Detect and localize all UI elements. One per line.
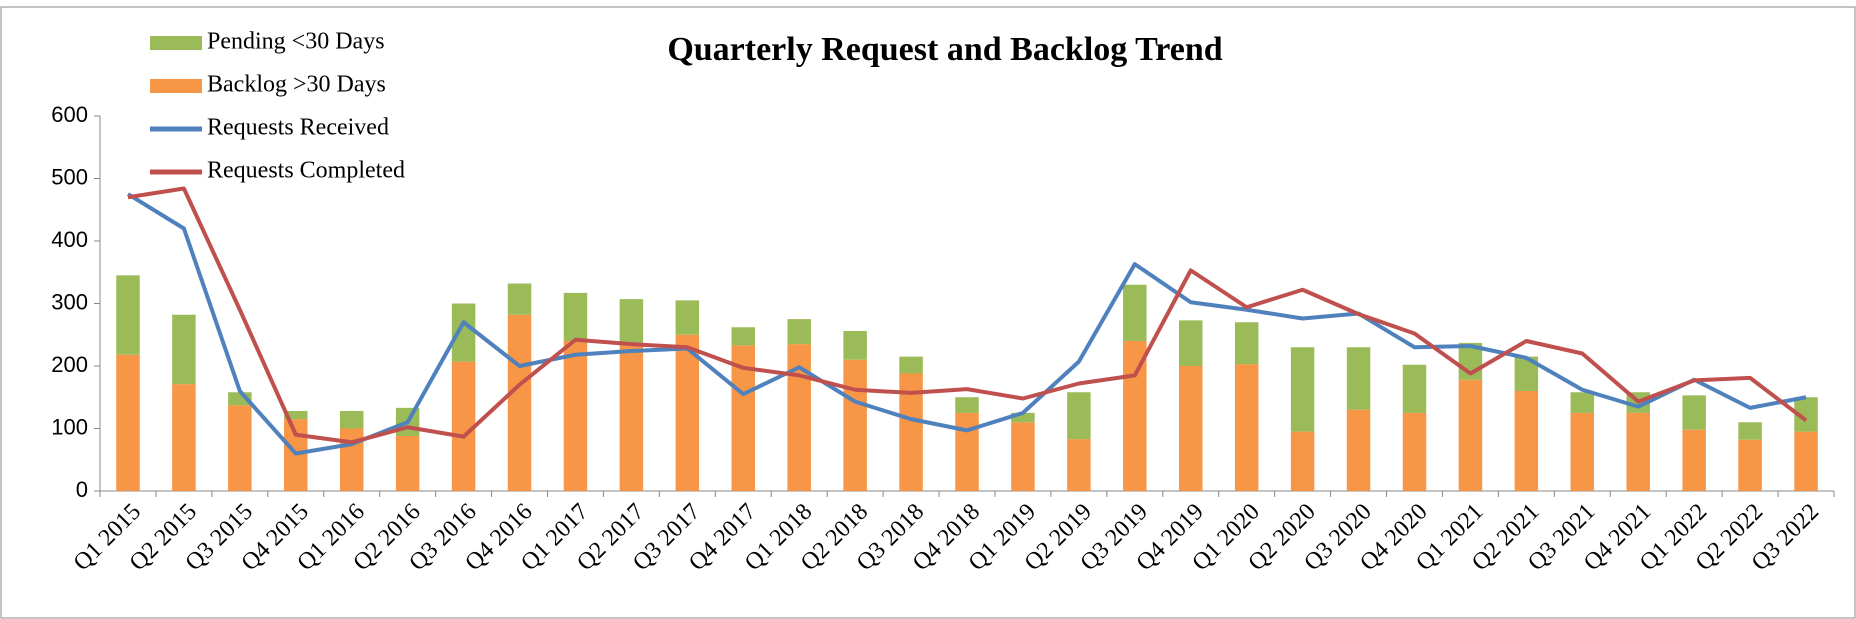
chart-border [0, 6, 1856, 619]
bar [843, 331, 867, 360]
bar [1290, 347, 1315, 432]
bar [563, 341, 588, 491]
bar [228, 405, 252, 491]
bar [1346, 409, 1371, 491]
bar [1682, 395, 1706, 430]
bar [1514, 356, 1539, 391]
bar [843, 359, 867, 491]
bar [955, 412, 979, 491]
legend-swatch [150, 36, 202, 50]
bar [116, 275, 140, 355]
line [126, 192, 1807, 456]
y-tick-label: 200 [51, 352, 88, 377]
bar [675, 300, 700, 335]
bar [451, 303, 476, 362]
bar [339, 411, 364, 429]
bar [899, 373, 923, 491]
bar [787, 319, 811, 345]
bar [1626, 412, 1650, 491]
bar [116, 354, 140, 491]
y-tick-label: 600 [51, 102, 88, 127]
bar [1570, 392, 1595, 413]
bar [619, 344, 644, 491]
bar [563, 292, 588, 341]
bar [1570, 412, 1595, 491]
bar [1738, 422, 1762, 440]
legend-label: Pending <30 Days [207, 29, 385, 55]
bar [675, 334, 700, 491]
bar [1178, 366, 1203, 491]
bar [1738, 439, 1762, 491]
bar [1794, 431, 1818, 491]
bar [731, 345, 756, 491]
bar [1178, 320, 1203, 366]
bar [284, 411, 308, 420]
bar [619, 299, 644, 345]
bar [1402, 412, 1427, 491]
bar [1682, 429, 1706, 491]
chart-title: Quarterly Request and Backlog Trend [667, 31, 1222, 68]
bar [1234, 364, 1259, 491]
bar [451, 361, 476, 491]
legend-label: Requests Received [207, 115, 389, 141]
bar [507, 283, 532, 315]
bar [955, 397, 979, 413]
bar [1346, 347, 1371, 410]
y-tick-label: 100 [51, 414, 88, 439]
bar [1011, 412, 1035, 423]
bar [339, 428, 364, 491]
bar [731, 327, 756, 346]
legend-label: Backlog >30 Days [207, 72, 386, 98]
bar [1458, 379, 1483, 491]
bar [1123, 284, 1147, 341]
y-tick-label: 400 [51, 227, 88, 252]
y-tick-label: 500 [51, 164, 88, 189]
bar [507, 314, 532, 491]
bar [172, 314, 196, 385]
legend-swatch [150, 79, 202, 93]
line [127, 186, 1808, 445]
bar [395, 436, 420, 491]
bar [1123, 341, 1147, 491]
bar [1290, 431, 1315, 491]
bar [1514, 391, 1539, 491]
bar [1402, 364, 1427, 413]
bar [1234, 322, 1259, 365]
bar [1794, 397, 1818, 432]
y-tick-label: 300 [51, 289, 88, 314]
bar [172, 384, 196, 491]
bar [899, 356, 923, 374]
bar [1067, 439, 1091, 491]
y-tick-label: 0 [76, 477, 88, 502]
bar [1011, 422, 1035, 491]
bar [1067, 392, 1091, 440]
bar [787, 344, 811, 491]
legend-label: Requests Completed [207, 158, 405, 184]
